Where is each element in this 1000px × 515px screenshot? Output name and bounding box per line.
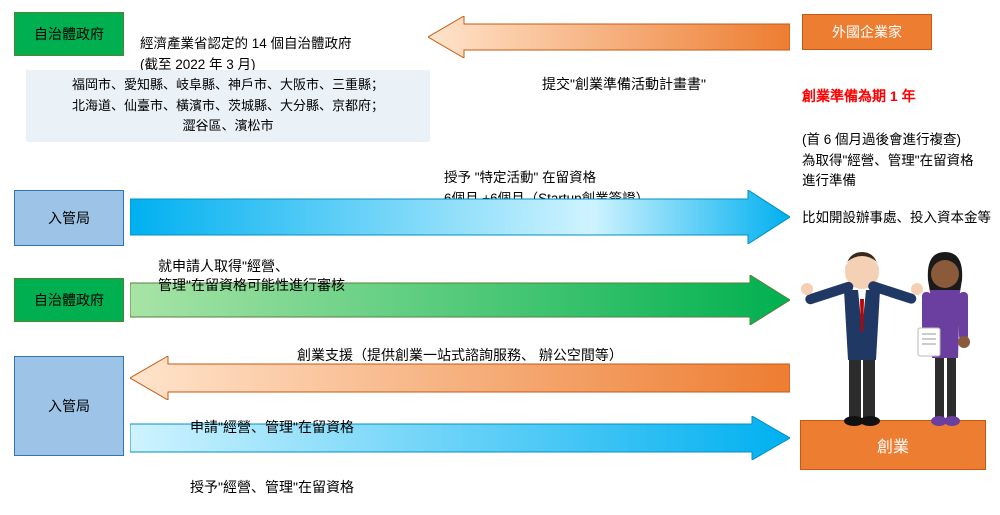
- arrow-support-label: 創業支援（提供創業一站式諮詢服務、 辦公空間等）: [130, 330, 790, 380]
- immigration-label-2: 入管局: [48, 396, 90, 416]
- arrow-submit-plan-text: 提交"創業準備活動計畫書": [542, 74, 706, 94]
- people-illustration: [800, 240, 986, 426]
- immigration-box-2: 入管局: [14, 356, 124, 456]
- cities-list-text: 福岡市、愛知縣、岐阜縣、神戶市、大阪市、三重縣； 北海道、仙臺市、橫濱市、茨城縣…: [72, 75, 384, 137]
- header-note-text: 經濟產業省認定的 14 個自治體政府 (截至 2022 年 3 月): [140, 14, 352, 75]
- arrow-review-text: 就申請人取得"經營、 管理"在留資格可能性進行審核: [158, 257, 345, 295]
- header-note-content: 經濟產業省認定的 14 個自治體政府 (截至 2022 年 3 月): [140, 36, 352, 71]
- immigration-label-1: 入管局: [48, 208, 90, 228]
- local-gov-label-1: 自治體政府: [34, 24, 104, 44]
- man-figure: [801, 252, 923, 426]
- prep-period-text: 創業準備為期 1 年: [802, 86, 916, 107]
- woman-figure: [918, 252, 970, 426]
- foreign-entrepreneur-label: 外國企業家: [832, 22, 902, 42]
- local-gov-label-2: 自治體政府: [34, 290, 104, 310]
- arrow-submit-plan-label: 提交"創業準備活動計畫書": [428, 63, 790, 105]
- startup-box: 創業: [800, 420, 986, 470]
- example-content: 比如開設辦事處、投入資本金等: [802, 210, 991, 225]
- prep-detail-text: (首 6 個月過後會進行複查) 為取得"經營、管理"在留資格 進行準備: [802, 110, 974, 191]
- local-gov-box-2: 自治體政府: [14, 278, 124, 322]
- startup-label: 創業: [877, 433, 909, 457]
- arrow-grant-text: 授予"經營、管理"在留資格: [190, 477, 354, 497]
- arrow-submit-plan: 提交"創業準備活動計畫書": [428, 16, 790, 58]
- arrow-review: 就申請人取得"經營、 管理"在留資格可能性進行審核: [130, 190, 790, 244]
- cities-list-box: 福岡市、愛知縣、岐阜縣、神戶市、大阪市、三重縣； 北海道、仙臺市、橫濱市、茨城縣…: [26, 70, 430, 142]
- foreign-entrepreneur-box: 外國企業家: [802, 14, 932, 50]
- arrow-grant-label: 授予"經營、管理"在留資格: [130, 465, 790, 509]
- arrow-apply-text: 申請"經營、管理"在留資格: [190, 417, 354, 437]
- prep-detail-content: (首 6 個月過後會進行複查) 為取得"經營、管理"在留資格 進行準備: [802, 132, 974, 188]
- immigration-box-1: 入管局: [14, 190, 124, 246]
- prep-period-content: 創業準備為期 1 年: [802, 88, 916, 104]
- local-gov-box-1: 自治體政府: [14, 12, 124, 56]
- arrow-apply-label: 申請"經營、管理"在留資格: [130, 405, 790, 449]
- example-text: 比如開設辦事處、投入資本金等: [802, 208, 991, 228]
- arrow-support-text: 創業支援（提供創業一站式諮詢服務、 辦公空間等）: [297, 345, 623, 365]
- arrow-review-label: 就申請人取得"經營、 管理"在留資格可能性進行審核: [130, 249, 790, 303]
